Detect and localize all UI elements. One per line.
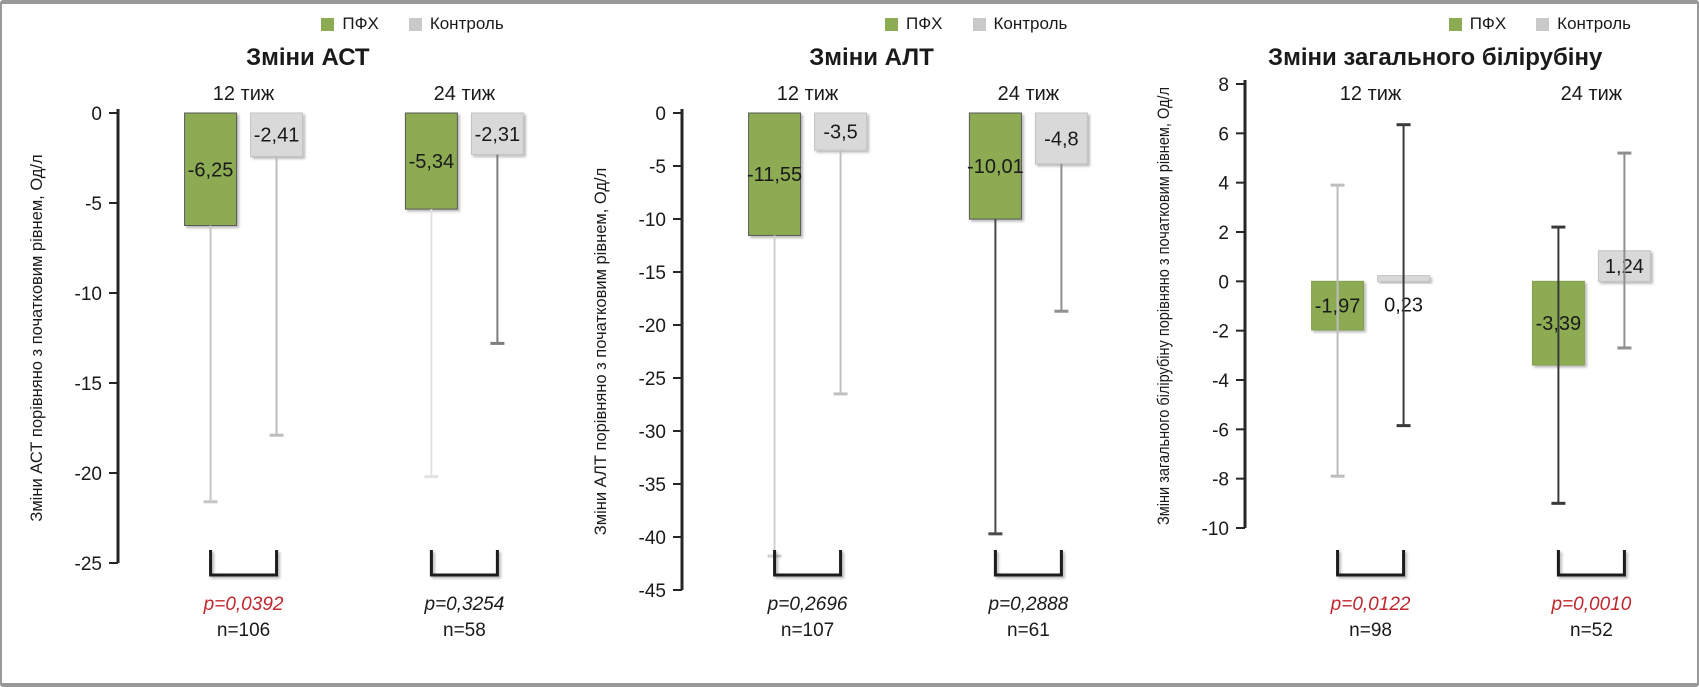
legend-swatch-control bbox=[972, 17, 986, 31]
bar-label: -5,34 bbox=[408, 151, 454, 173]
legend-swatch-pfh bbox=[885, 17, 899, 31]
y-tick-label: -10 bbox=[1202, 519, 1229, 540]
group-label: 24 тиж bbox=[433, 83, 495, 105]
y-tick-label: 0 bbox=[1219, 272, 1230, 293]
y-axis-label: Зміни загального білірубіну порівняно з … bbox=[1155, 87, 1173, 525]
y-tick-label: -10 bbox=[638, 210, 665, 231]
chart-panel-alt: ПФХ Контроль Зміни АЛТ Зміни АЛТ порівня… bbox=[568, 8, 1132, 683]
bar bbox=[249, 112, 303, 157]
comparison-bracket bbox=[1557, 550, 1627, 577]
bar-label: -6,25 bbox=[188, 159, 234, 181]
chart-title-alt: Зміни АЛТ bbox=[809, 44, 934, 71]
y-tick-label: -2 bbox=[1212, 322, 1229, 343]
n-value: n=106 bbox=[217, 620, 270, 641]
chart-plot-alt: Зміни АЛТ порівняно з початковим рівнем,… bbox=[592, 83, 1115, 641]
y-tick-label: -4 bbox=[1212, 371, 1229, 392]
legend-label-control: Контроль bbox=[993, 14, 1068, 33]
legend-swatch-control bbox=[408, 17, 422, 31]
y-tick-label: 8 bbox=[1219, 75, 1230, 96]
y-tick-label: -35 bbox=[638, 475, 665, 496]
bar-label: -4,8 bbox=[1044, 128, 1078, 150]
group-label: 12 тиж bbox=[213, 83, 275, 105]
group-label: 24 тиж bbox=[1561, 83, 1623, 105]
y-tick-label: -25 bbox=[638, 369, 665, 390]
y-tick-label: -10 bbox=[74, 284, 101, 305]
y-tick-label: 4 bbox=[1219, 174, 1230, 195]
y-tick-label: -45 bbox=[638, 581, 665, 602]
legend-item-pfh: ПФХ bbox=[1448, 14, 1507, 34]
y-tick-label: -5 bbox=[649, 157, 666, 178]
bar bbox=[747, 112, 801, 236]
comparison-bracket bbox=[772, 550, 842, 577]
legend-label-pfh: ПФХ bbox=[1469, 14, 1507, 33]
chart-panel-ast: ПФХ Контроль Зміни АСТ Зміни АСТ порівня… bbox=[4, 8, 568, 683]
legend-item-pfh: ПФХ bbox=[885, 14, 943, 34]
y-tick-label: -25 bbox=[74, 554, 101, 575]
group-label: 24 тиж bbox=[997, 83, 1059, 105]
legend: ПФХ Контроль bbox=[1131, 8, 1695, 34]
bar bbox=[1034, 112, 1088, 165]
n-value: n=98 bbox=[1349, 620, 1392, 641]
y-tick-label: -20 bbox=[638, 316, 665, 337]
legend-item-control: Контроль bbox=[1536, 14, 1631, 34]
legend-swatch-pfh bbox=[1448, 17, 1462, 31]
p-value: p=0,2888 bbox=[987, 594, 1068, 615]
legend: ПФХ Контроль bbox=[4, 8, 568, 34]
bar-label: -3,5 bbox=[823, 122, 857, 144]
group-label: 12 тиж bbox=[776, 83, 838, 105]
legend-label-pfh: ПФХ bbox=[906, 14, 943, 33]
legend-label-pfh: ПФХ bbox=[342, 14, 379, 33]
y-tick-label: -5 bbox=[85, 194, 102, 215]
y-tick-label: -6 bbox=[1212, 420, 1229, 441]
bar bbox=[968, 112, 1022, 220]
legend-label-control: Контроль bbox=[1557, 14, 1632, 33]
comparison-bracket bbox=[429, 550, 499, 577]
p-value: p=0,3254 bbox=[423, 594, 504, 615]
chart-panel-bilirubin: ПФХ Контроль Зміни загального білірубіну… bbox=[1131, 8, 1695, 683]
comparison-bracket bbox=[1336, 550, 1406, 577]
bar-label: -2,31 bbox=[474, 124, 520, 146]
comparison-bracket bbox=[208, 550, 278, 577]
bar-label: -11,55 bbox=[746, 164, 801, 186]
bar-label: -2,41 bbox=[254, 125, 300, 147]
y-tick-label: -15 bbox=[74, 374, 101, 395]
legend-item-pfh: ПФХ bbox=[321, 14, 379, 34]
n-value: n=61 bbox=[1007, 620, 1050, 641]
y-tick-label: -30 bbox=[638, 422, 665, 443]
legend: ПФХ Контроль bbox=[568, 8, 1132, 34]
y-tick-label: -8 bbox=[1212, 470, 1229, 491]
n-value: n=52 bbox=[1570, 620, 1613, 641]
chart-title-ast: Зміни АСТ bbox=[246, 44, 370, 71]
y-tick-label: 0 bbox=[655, 104, 666, 125]
chart-plot-bilirubin: Зміни загального білірубіну порівняно з … bbox=[1155, 75, 1679, 641]
y-tick-label: -15 bbox=[638, 263, 665, 284]
legend-swatch-control bbox=[1536, 17, 1550, 31]
n-value: n=107 bbox=[780, 620, 833, 641]
n-value: n=58 bbox=[443, 620, 486, 641]
bar-label: -10,01 bbox=[967, 156, 1024, 178]
legend-swatch-pfh bbox=[321, 17, 335, 31]
bar bbox=[470, 112, 524, 156]
chart-plot-ast: Зміни АСТ порівняно з початковим рівнем,… bbox=[28, 83, 551, 641]
group-label: 12 тиж bbox=[1340, 83, 1402, 105]
bar bbox=[813, 112, 867, 151]
p-value: p=0,2696 bbox=[766, 594, 847, 615]
y-tick-label: 6 bbox=[1219, 124, 1230, 145]
y-tick-label: 0 bbox=[91, 104, 102, 125]
p-value: p=0,0122 bbox=[1330, 594, 1411, 615]
legend-item-control: Контроль bbox=[408, 14, 504, 34]
p-value: p=0,0010 bbox=[1551, 594, 1632, 615]
y-axis-label: Зміни АСТ порівняно з початковим рівнем,… bbox=[28, 154, 46, 521]
comparison-bracket bbox=[993, 550, 1063, 577]
y-axis-label: Зміни АЛТ порівняно з початковим рівнем,… bbox=[592, 168, 610, 535]
y-tick-label: -40 bbox=[638, 528, 665, 549]
chart-title-bilirubin: Зміни загального білірубіну bbox=[1268, 44, 1603, 71]
p-value: p=0,0392 bbox=[203, 594, 284, 615]
y-tick-label: -20 bbox=[74, 464, 101, 485]
legend-item-control: Контроль bbox=[972, 14, 1068, 34]
legend-label-control: Контроль bbox=[429, 14, 504, 33]
bar bbox=[404, 112, 458, 210]
y-tick-label: 2 bbox=[1219, 223, 1230, 244]
